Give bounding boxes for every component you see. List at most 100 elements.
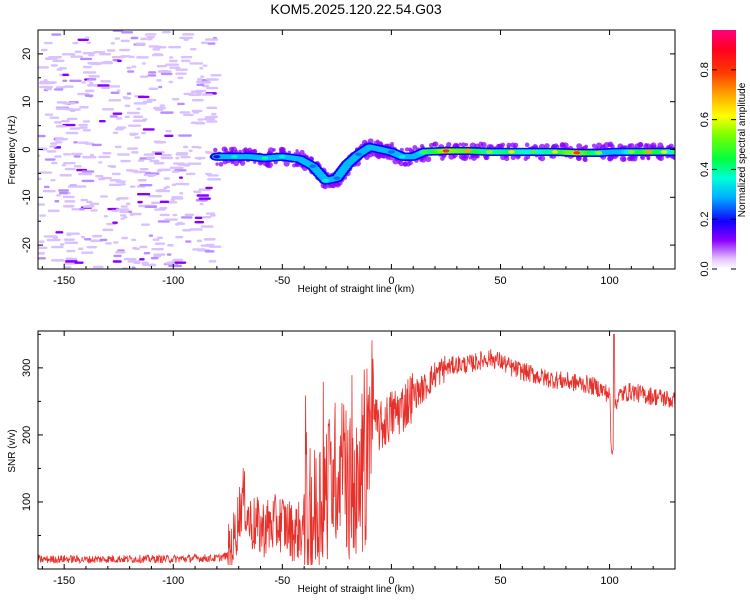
noise-speckle	[200, 41, 208, 45]
colorbar-gradient	[712, 30, 736, 269]
noise-speckle	[133, 261, 141, 264]
track-halo	[265, 162, 271, 168]
noise-speckle	[178, 176, 184, 179]
noise-speckle	[56, 194, 61, 197]
noise-speckle	[88, 53, 95, 57]
noise-speckle	[38, 134, 46, 138]
noise-speckle	[38, 203, 45, 206]
noise-speckle	[165, 185, 170, 189]
noise-speckle	[112, 131, 119, 135]
noise-speckle	[168, 45, 182, 49]
noise-speckle	[121, 236, 129, 240]
noise-speckle	[141, 261, 149, 265]
noise-speckle	[132, 119, 147, 122]
track-core	[387, 150, 395, 154]
noise-speckle	[100, 176, 112, 180]
noise-speckle	[82, 129, 91, 132]
track-core	[420, 150, 428, 154]
noise-speckle	[207, 178, 222, 181]
noise-speckle	[197, 118, 204, 121]
track-halo	[287, 150, 292, 154]
noise-speckle	[148, 234, 154, 237]
track-core	[309, 164, 317, 168]
noise-speckle	[179, 36, 193, 40]
track-halo	[425, 156, 432, 163]
noise-speckle	[44, 113, 54, 116]
noise-speckle	[86, 41, 91, 44]
track-core	[409, 154, 417, 159]
noise-speckle	[110, 42, 115, 45]
noise-speckle	[158, 85, 163, 89]
noise-speckle	[161, 153, 172, 157]
noise-speckle	[65, 260, 78, 263]
noise-speckle	[143, 251, 151, 255]
noise-speckle	[126, 111, 140, 115]
noise-speckle	[89, 153, 95, 157]
y-tick-label: 0	[21, 146, 33, 152]
noise-speckle	[115, 127, 124, 131]
noise-speckle	[173, 162, 185, 165]
noise-speckle	[38, 257, 47, 260]
track-halo	[582, 156, 588, 162]
noise-speckle	[133, 170, 146, 174]
noise-speckle	[81, 251, 94, 254]
noise-speckle	[200, 225, 214, 228]
noise-speckle	[174, 261, 187, 264]
noise-speckle	[190, 121, 204, 124]
noise-speckle	[109, 179, 122, 182]
noise-speckle	[176, 152, 189, 155]
noise-speckle	[102, 151, 107, 155]
noise-speckle	[139, 245, 148, 249]
noise-speckle	[160, 111, 174, 114]
noise-speckle	[123, 257, 137, 261]
noise-speckle	[65, 131, 79, 135]
track-halo	[405, 147, 410, 152]
noise-speckle	[170, 198, 176, 201]
noise-speckle	[92, 265, 103, 269]
track-core	[322, 178, 330, 183]
noise-speckle	[180, 216, 193, 219]
noise-speckle	[58, 191, 69, 195]
noise-speckle	[140, 223, 150, 226]
noise-speckle	[159, 213, 170, 217]
noise-speckle	[82, 155, 92, 159]
noise-speckle	[54, 121, 62, 124]
track-halo	[218, 161, 224, 167]
noise-speckle	[66, 249, 76, 253]
track-halo	[513, 142, 519, 148]
noise-speckle	[147, 74, 157, 77]
track-halo	[299, 149, 305, 155]
noise-speckle	[131, 151, 139, 154]
noise-speckle	[92, 234, 103, 238]
noise-speckle	[103, 215, 109, 218]
noise-speckle	[127, 147, 139, 150]
noise-speckle	[69, 127, 81, 130]
noise-speckle	[113, 254, 122, 258]
noise-speckle	[149, 159, 160, 163]
noise-speckle	[129, 133, 137, 136]
noise-speckle	[82, 120, 91, 123]
noise-speckle	[38, 240, 45, 243]
noise-speckle	[142, 263, 156, 267]
noise-speckle	[199, 81, 211, 84]
track-halo	[283, 160, 290, 167]
noise-speckles	[38, 30, 222, 269]
noise-speckle	[87, 84, 99, 87]
y-tick-label: 200	[21, 426, 33, 444]
noise-speckle	[180, 155, 191, 159]
noise-speckle	[114, 37, 121, 40]
noise-speckle	[166, 253, 172, 256]
noise-speckle	[56, 86, 66, 89]
track-core	[333, 176, 341, 180]
track-core	[355, 152, 363, 156]
noise-speckle	[63, 238, 75, 241]
track-core	[595, 151, 603, 155]
track-core	[246, 154, 254, 159]
noise-speckle	[147, 174, 155, 178]
noise-speckle	[174, 223, 180, 226]
noise-speckle	[50, 178, 56, 182]
noise-speckle	[82, 65, 92, 69]
noise-speckle	[43, 185, 50, 189]
noise-speckle	[159, 104, 166, 107]
noise-speckle	[205, 78, 214, 81]
